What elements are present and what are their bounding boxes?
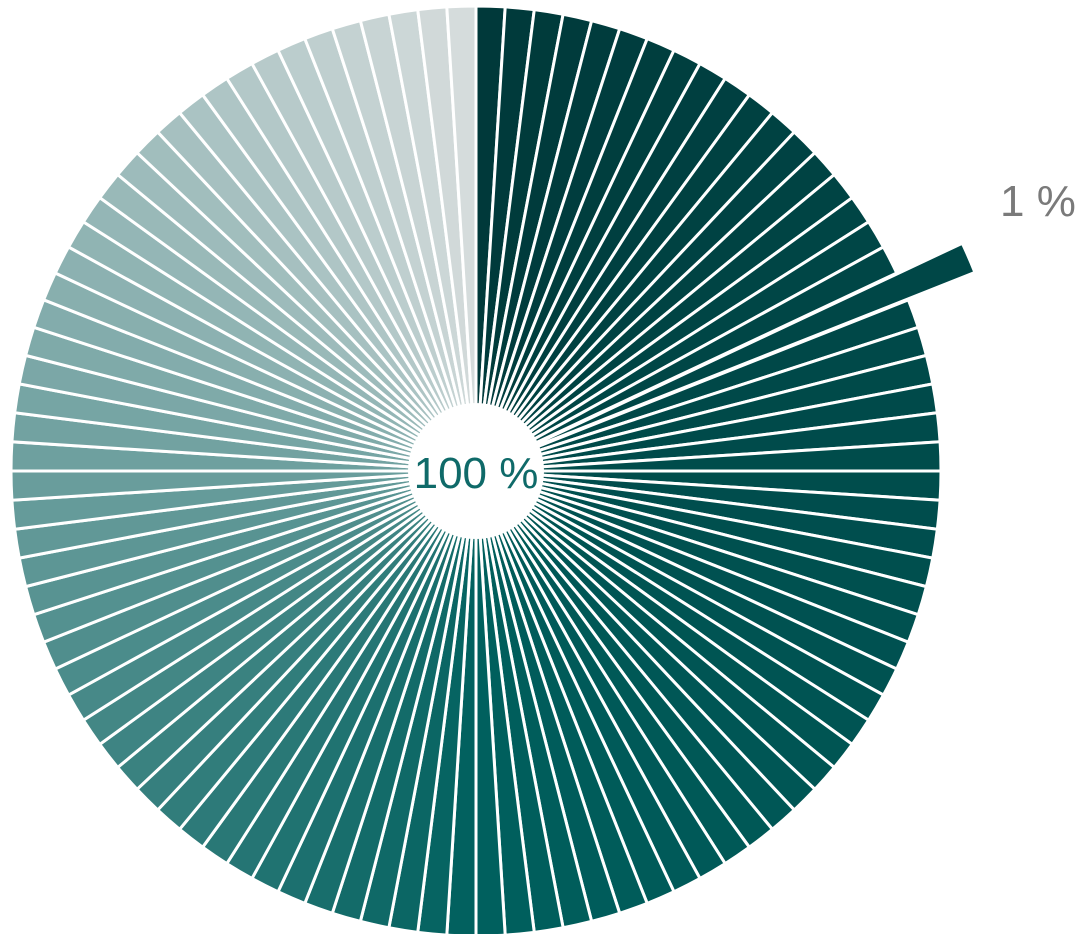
exploded-slice-label: 1 % <box>1000 177 1076 226</box>
pie-slices <box>9 4 977 934</box>
center-hole <box>408 403 544 539</box>
pie-slice <box>474 470 507 934</box>
pie-slice <box>445 4 478 472</box>
center-label: 100 % <box>414 449 539 498</box>
exploded-pie-slice <box>502 241 977 461</box>
